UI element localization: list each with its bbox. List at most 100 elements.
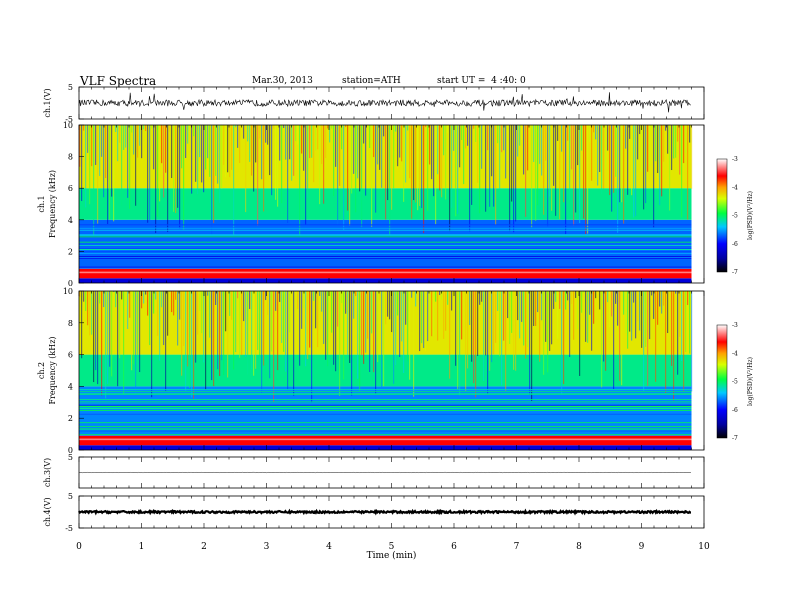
- spectral-line: [79, 405, 692, 407]
- spectral-column: [269, 291, 271, 379]
- spectral-column: [541, 291, 543, 321]
- spectral-column: [345, 291, 347, 314]
- spectral-column: [447, 125, 449, 134]
- spectral-column: [687, 291, 689, 305]
- spectral-column: [365, 125, 367, 196]
- spectral-column: [675, 125, 677, 158]
- spectral-column: [283, 291, 285, 352]
- spectral-column: [589, 291, 591, 315]
- spectral-column: [141, 125, 143, 159]
- spectral-column: [285, 291, 287, 372]
- spectral-column: [657, 291, 659, 325]
- spectral-column: [391, 125, 393, 210]
- spectral-column: [257, 291, 259, 350]
- spectral-column: [607, 291, 609, 303]
- spectral-column: [627, 125, 629, 195]
- spectral-column: [191, 125, 193, 194]
- spectral-column: [99, 291, 101, 304]
- spectral-column: [235, 125, 237, 128]
- spectral-column: [93, 291, 95, 383]
- spectral-column: [583, 125, 585, 219]
- spectral-column: [349, 125, 351, 226]
- spectral-column: [351, 291, 353, 396]
- spectral-column: [279, 291, 281, 302]
- colorbar-tick-label: -3: [732, 156, 738, 163]
- spectral-column: [255, 125, 257, 163]
- spectral-column: [343, 125, 345, 230]
- figure-title: VLF Spectra: [80, 74, 157, 88]
- spectral-column: [605, 291, 607, 371]
- spectral-column: [319, 125, 321, 205]
- spectral-column: [511, 125, 513, 202]
- spectral-column: [575, 291, 577, 298]
- spectral-column: [451, 125, 453, 208]
- spectral-line: [79, 249, 692, 250]
- spectral-column: [199, 125, 201, 158]
- spectral-line: [79, 271, 692, 274]
- spectral-column: [591, 291, 593, 351]
- spectral-column: [83, 125, 85, 131]
- spectral-column: [397, 125, 399, 167]
- spectral-column: [361, 291, 363, 356]
- spectral-column: [151, 125, 153, 129]
- spectral-column: [393, 291, 395, 384]
- spectral-column: [297, 125, 299, 145]
- spectral-column: [347, 291, 349, 356]
- spectral-column: [411, 291, 413, 298]
- colorbar-label: log(PSD)(V²/Hz): [747, 357, 754, 406]
- spectral-column: [225, 291, 227, 332]
- spectral-column: [575, 125, 577, 213]
- spectral-column: [685, 125, 687, 154]
- spectral-column: [173, 291, 175, 316]
- spectral-column: [517, 291, 519, 321]
- spectral-column: [553, 125, 555, 186]
- spectral-column: [637, 125, 639, 160]
- spectral-column: [309, 291, 311, 348]
- spectral-line: [79, 266, 692, 268]
- spectral-column: [515, 291, 517, 371]
- spectral-column: [273, 125, 275, 129]
- spectral-column: [245, 125, 247, 213]
- spectral-column: [425, 125, 427, 128]
- spectral-column: [481, 291, 483, 302]
- spectral-line: [79, 428, 692, 430]
- spectral-column: [559, 291, 561, 309]
- spectral-column: [327, 125, 329, 129]
- spectral-column: [443, 291, 445, 339]
- spectral-column: [557, 125, 559, 141]
- spectral-line: [79, 422, 692, 424]
- spectral-column: [119, 125, 121, 143]
- spectral-column: [155, 125, 157, 234]
- spectral-column: [425, 291, 427, 352]
- spectral-column: [635, 125, 637, 217]
- spectral-column: [225, 125, 227, 178]
- start-time-label: start UT = 4 :40: 0: [437, 76, 526, 86]
- spectral-column: [653, 291, 655, 319]
- spectral-column: [423, 291, 425, 349]
- spectral-column: [679, 125, 681, 175]
- spectral-column: [207, 291, 209, 296]
- spectral-column: [201, 125, 203, 183]
- spectral-column: [321, 125, 323, 165]
- spectral-column: [275, 291, 277, 311]
- spectral-column: [87, 125, 89, 153]
- y-tick-label: -5: [65, 115, 73, 124]
- spectral-column: [117, 125, 119, 162]
- colorbar-tick-label: -5: [732, 379, 738, 386]
- spectral-line: [79, 229, 692, 231]
- colorbar: [716, 158, 728, 273]
- spectral-column: [465, 125, 467, 149]
- spectral-column: [673, 125, 675, 159]
- spectral-column: [145, 125, 147, 132]
- spectral-column: [553, 291, 555, 309]
- x-tick-label: 4: [326, 542, 332, 552]
- spectral-column: [467, 125, 469, 146]
- spectral-column: [403, 291, 405, 373]
- spectral-column: [551, 291, 553, 345]
- spectral-column: [99, 125, 101, 176]
- spectral-column: [643, 125, 645, 210]
- spectral-column: [87, 291, 89, 326]
- colorbar-tick-label: -7: [732, 269, 738, 276]
- spectral-column: [295, 125, 297, 142]
- spectral-column: [265, 125, 267, 143]
